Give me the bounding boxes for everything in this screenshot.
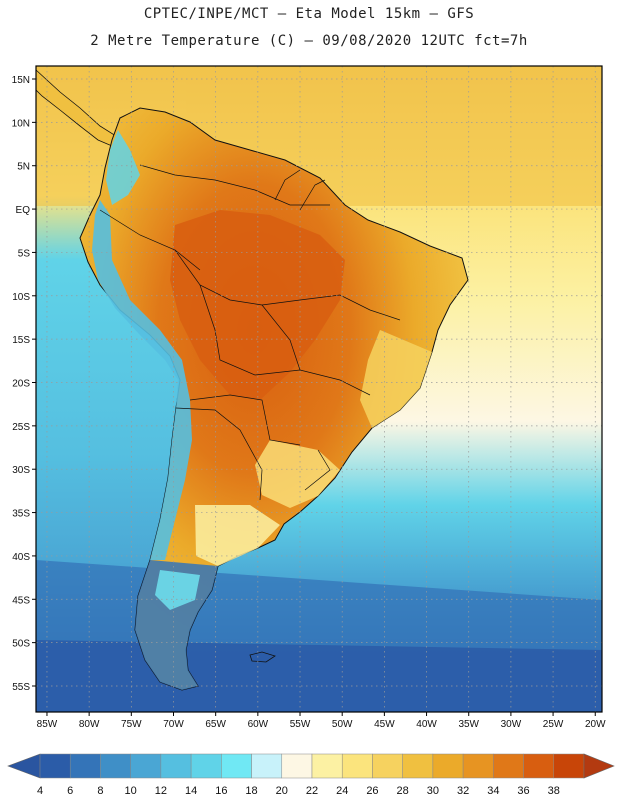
lon-tick-label: 25W <box>543 719 564 730</box>
title-line-1: CPTEC/INPE/MCT – Eta Model 15km – GFS <box>143 6 475 22</box>
lon-tick-label: 55W <box>290 719 311 730</box>
lat-tick-label: 55S <box>12 682 30 693</box>
country-borders <box>99 164 401 501</box>
lat-tick-label: 5S <box>18 248 31 259</box>
hot-interior <box>170 210 345 400</box>
colorbar-label: 4 <box>37 785 43 797</box>
north-patagonia <box>155 570 200 610</box>
colorbar-swatch <box>523 753 555 779</box>
colorbar-label: 20 <box>276 785 288 797</box>
colorbar-label: 18 <box>245 785 257 797</box>
lat-tick-label: 20S <box>12 378 30 389</box>
colorbar-label: 32 <box>457 785 469 797</box>
colorbar-swatch <box>69 753 101 779</box>
colorbar-swatch <box>39 753 71 779</box>
lat-tick-label: 35S <box>12 509 30 520</box>
colorbar-swatch <box>160 753 192 779</box>
colorbar-label: 38 <box>548 785 560 797</box>
colorbar-swatch <box>311 753 343 779</box>
colorbar-label: 28 <box>397 785 409 797</box>
colorbar-swatch <box>130 753 162 779</box>
lat-tick-label: EQ <box>16 205 31 216</box>
lon-tick-label: 45W <box>374 719 395 730</box>
lon-tick-label: 20W <box>585 719 606 730</box>
lon-tick-label: 65W <box>205 719 226 730</box>
southern-ocean-cold <box>36 640 602 712</box>
map-plot-area <box>36 66 602 712</box>
plot-frame <box>35 65 603 713</box>
colorbar-low-arrow <box>7 753 41 779</box>
pampas <box>195 505 280 566</box>
lat-tick-label: 5N <box>17 162 30 173</box>
colorbar-swatch <box>341 753 373 779</box>
colorbar-swatch <box>402 753 434 779</box>
lat-tick-label: 10N <box>12 118 30 129</box>
colorbar-label: 10 <box>125 785 137 797</box>
lon-tick-label: 35W <box>458 719 479 730</box>
colorbar-swatch <box>100 753 131 779</box>
lon-tick-label: 40W <box>416 719 437 730</box>
colorbar-label: 24 <box>336 785 348 797</box>
colorbar-swatch <box>553 753 585 779</box>
lat-tick-label: 10S <box>12 292 30 303</box>
lat-tick-label: 50S <box>12 639 30 650</box>
central-america <box>36 69 117 147</box>
lat-tick-label: 25S <box>12 422 30 433</box>
latitude-axis: 15N 10N 5N EQ 5S 10S 15S 20S 25S 30S 35S 40S 45S 50S 5… <box>12 75 36 693</box>
lon-tick-label: 50W <box>332 719 353 730</box>
colorbar-swatch <box>251 753 283 779</box>
colorbar-swatch <box>432 753 464 779</box>
colorbar-label: 12 <box>155 785 167 797</box>
lon-tick-label: 70W <box>163 719 184 730</box>
colorbar-label: 30 <box>427 785 439 797</box>
lat-tick-label: 30S <box>12 465 30 476</box>
lat-tick-label: 45S <box>12 595 30 606</box>
colorbar-high-arrow <box>583 753 615 779</box>
andes-cold <box>92 200 192 560</box>
title-line-2: 2 Metre Temperature (C) – 09/08/2020 12U… <box>90 33 528 49</box>
lon-tick-label: 30W <box>501 719 522 730</box>
lon-tick-label: 85W <box>37 719 58 730</box>
colorbar-swatch <box>281 753 313 779</box>
longitude-axis: 85W 80W 75W 70W 65W 60W 55W 50W 45W 40W 35W 30W 25W 2… <box>37 712 606 730</box>
northeast-coast <box>360 330 432 428</box>
colorbar-label: 16 <box>215 785 227 797</box>
lon-tick-label: 60W <box>248 719 269 730</box>
southern-brazil <box>255 440 340 508</box>
colorbar-label: 14 <box>185 785 197 797</box>
colorbar-swatch <box>462 753 494 779</box>
lat-tick-label: 15S <box>12 335 30 346</box>
lat-tick-label: 15N <box>12 75 30 86</box>
falkland-islands <box>249 651 276 663</box>
lon-tick-label: 80W <box>79 719 100 730</box>
lon-tick-label: 75W <box>121 719 142 730</box>
colorbar-swatch <box>493 753 524 779</box>
colorbar-label: 34 <box>487 785 499 797</box>
colorbar: 4 6 8 10 12 14 16 18 20 22 24 26 28 30 32 34 36 38 <box>7 753 615 797</box>
colorbar-label: 36 <box>517 785 529 797</box>
colorbar-swatch <box>372 753 403 779</box>
colorbar-swatch <box>221 753 252 779</box>
colorbar-label: 6 <box>67 785 73 797</box>
colorbar-label: 26 <box>366 785 378 797</box>
colorbar-swatch <box>190 753 222 779</box>
colorbar-label: 8 <box>97 785 103 797</box>
colorbar-label: 22 <box>306 785 318 797</box>
lat-tick-label: 40S <box>12 552 30 563</box>
